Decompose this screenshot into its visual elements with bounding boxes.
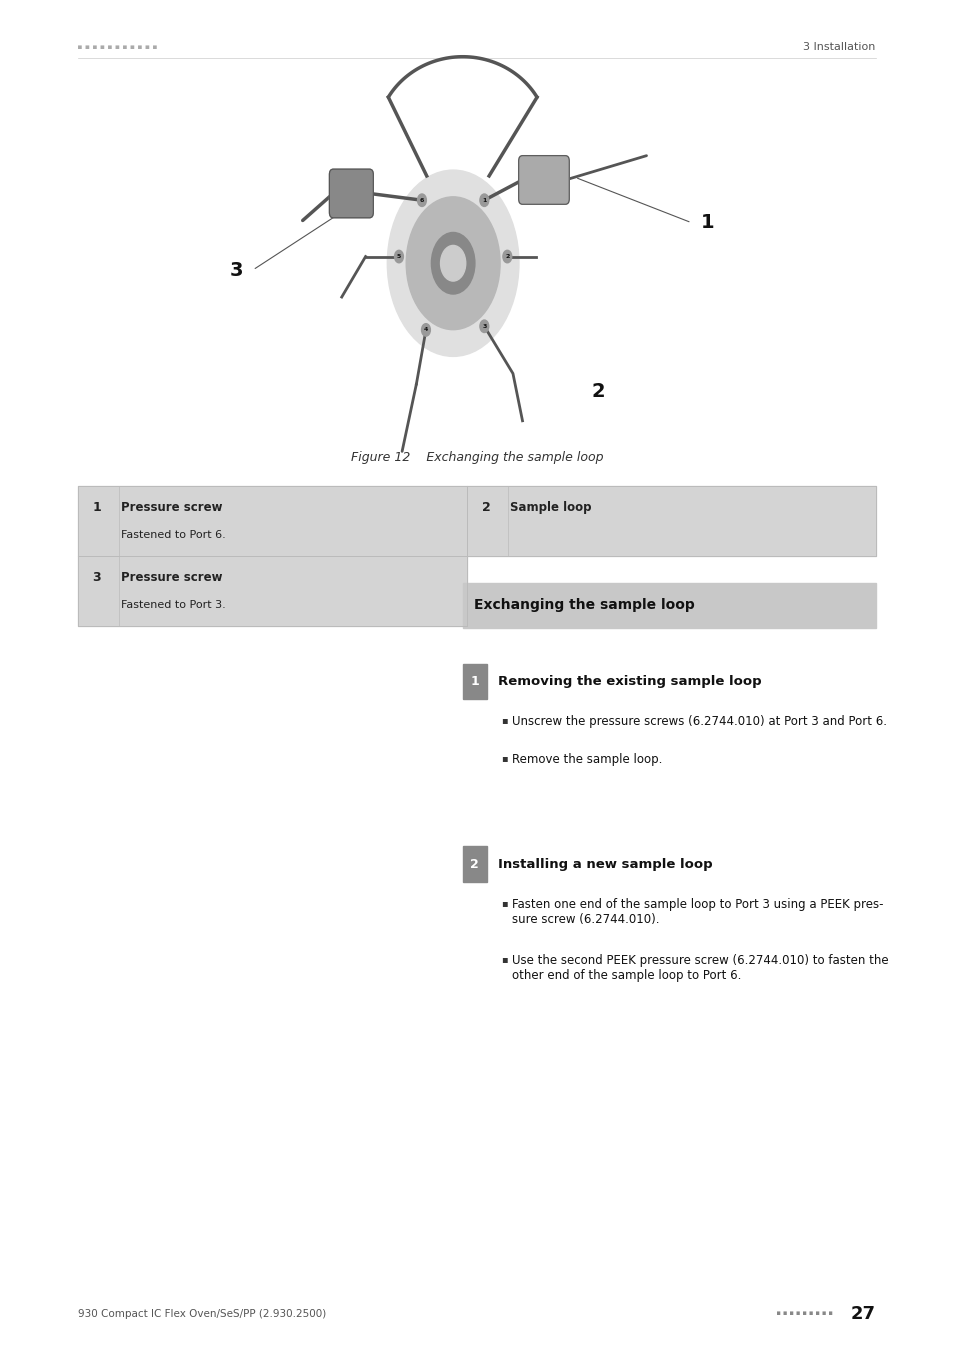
Text: Fastened to Port 3.: Fastened to Port 3. (121, 599, 226, 610)
Text: 1: 1 (700, 213, 714, 232)
Text: ■ ■ ■ ■ ■ ■ ■ ■ ■ ■ ■: ■ ■ ■ ■ ■ ■ ■ ■ ■ ■ ■ (78, 45, 160, 50)
Circle shape (395, 250, 403, 263)
Text: Unscrew the pressure screws (6.2744.010) at Port 3 and Port 6.: Unscrew the pressure screws (6.2744.010)… (512, 716, 886, 729)
Text: Exchanging the sample loop: Exchanging the sample loop (474, 598, 694, 613)
Text: Sample loop: Sample loop (510, 501, 591, 514)
Circle shape (387, 170, 518, 356)
Text: 3 Installation: 3 Installation (802, 42, 875, 53)
Text: ▪: ▪ (500, 753, 507, 763)
Text: Remove the sample loop.: Remove the sample loop. (512, 753, 662, 767)
Text: 930 Compact IC Flex Oven/SeS/PP (2.930.2500): 930 Compact IC Flex Oven/SeS/PP (2.930.2… (78, 1308, 326, 1319)
Text: Fasten one end of the sample loop to Port 3 using a PEEK pres-
sure screw (6.274: Fasten one end of the sample loop to Por… (512, 898, 882, 926)
Bar (78, 556, 467, 626)
Text: 6: 6 (419, 197, 424, 202)
Text: 1: 1 (92, 501, 101, 514)
Bar (462, 846, 486, 882)
Text: Fastened to Port 6.: Fastened to Port 6. (121, 529, 226, 540)
Circle shape (479, 320, 488, 332)
Circle shape (417, 194, 426, 207)
Text: Use the second PEEK pressure screw (6.2744.010) to fasten the
other end of the s: Use the second PEEK pressure screw (6.27… (512, 954, 888, 983)
Circle shape (421, 324, 430, 336)
Bar (467, 486, 875, 556)
Text: 2: 2 (591, 382, 604, 401)
Text: 27: 27 (850, 1304, 875, 1323)
Circle shape (431, 232, 475, 294)
Text: Removing the existing sample loop: Removing the existing sample loop (497, 675, 760, 688)
Text: Installing a new sample loop: Installing a new sample loop (497, 857, 712, 871)
Text: Pressure screw: Pressure screw (121, 571, 222, 585)
Circle shape (406, 197, 499, 329)
Circle shape (479, 194, 488, 207)
Text: 3: 3 (481, 324, 486, 329)
Text: 2: 2 (504, 254, 509, 259)
Text: 4: 4 (423, 328, 428, 332)
Text: 1: 1 (470, 675, 478, 688)
Text: 3: 3 (92, 571, 101, 585)
Text: ▪: ▪ (500, 716, 507, 725)
Bar (462, 583, 875, 628)
FancyBboxPatch shape (518, 155, 569, 204)
Circle shape (502, 250, 511, 263)
Text: 5: 5 (396, 254, 401, 259)
Text: ■ ■ ■ ■ ■ ■ ■ ■ ■: ■ ■ ■ ■ ■ ■ ■ ■ ■ (777, 1311, 835, 1316)
Text: Figure 12    Exchanging the sample loop: Figure 12 Exchanging the sample loop (351, 451, 602, 464)
Text: 2: 2 (470, 857, 478, 871)
Bar (462, 664, 486, 699)
Text: 2: 2 (481, 501, 490, 514)
Text: Pressure screw: Pressure screw (121, 501, 222, 514)
Text: 1: 1 (481, 197, 486, 202)
FancyBboxPatch shape (329, 169, 373, 217)
Text: ▪: ▪ (500, 954, 507, 964)
Text: 3: 3 (230, 261, 243, 279)
Bar (78, 486, 467, 556)
Circle shape (440, 246, 465, 281)
Text: ▪: ▪ (500, 898, 507, 907)
